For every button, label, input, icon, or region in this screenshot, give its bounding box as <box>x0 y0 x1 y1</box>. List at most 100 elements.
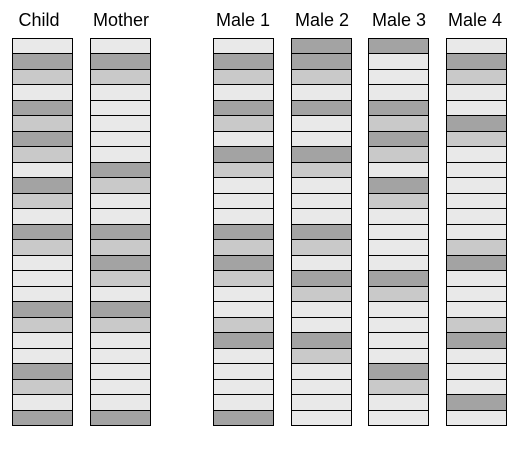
label-mother: Mother <box>92 10 150 30</box>
band <box>13 348 72 365</box>
band <box>292 131 351 148</box>
band <box>214 131 273 148</box>
band <box>91 395 150 411</box>
band <box>13 209 72 225</box>
band <box>214 364 273 380</box>
band <box>13 39 72 55</box>
band <box>447 147 506 163</box>
band <box>292 240 351 256</box>
band <box>13 131 72 148</box>
band <box>292 100 351 117</box>
band <box>214 69 273 86</box>
band <box>91 193 150 210</box>
band <box>13 54 72 70</box>
band <box>214 302 273 318</box>
band <box>447 39 506 55</box>
band <box>447 224 506 241</box>
band <box>369 286 428 303</box>
band <box>447 255 506 272</box>
band <box>91 224 150 241</box>
label-male-4: Male 4 <box>447 10 503 30</box>
band <box>214 395 273 411</box>
band <box>369 410 428 426</box>
band <box>292 271 351 287</box>
band <box>91 255 150 272</box>
band <box>214 348 273 365</box>
band <box>91 131 150 148</box>
label-male-3: Male 3 <box>371 10 427 30</box>
band <box>447 240 506 256</box>
band <box>13 364 72 380</box>
band <box>447 379 506 396</box>
band <box>369 317 428 334</box>
band <box>13 255 72 272</box>
band <box>369 100 428 117</box>
band <box>292 69 351 86</box>
band <box>214 240 273 256</box>
band <box>292 286 351 303</box>
band <box>13 116 72 132</box>
band <box>91 100 150 117</box>
band <box>214 100 273 117</box>
band <box>447 286 506 303</box>
band <box>91 162 150 179</box>
band <box>292 255 351 272</box>
band <box>91 379 150 396</box>
band <box>13 302 72 318</box>
band <box>214 147 273 163</box>
strip-male-3 <box>368 38 429 426</box>
band <box>91 116 150 132</box>
band <box>13 224 72 241</box>
band <box>369 379 428 396</box>
band <box>13 395 72 411</box>
band <box>369 193 428 210</box>
band <box>292 162 351 179</box>
band <box>369 255 428 272</box>
band <box>91 85 150 101</box>
band <box>369 209 428 225</box>
band <box>447 100 506 117</box>
band <box>13 69 72 86</box>
band <box>447 317 506 334</box>
band <box>214 85 273 101</box>
band <box>369 178 428 194</box>
band <box>91 54 150 70</box>
band <box>91 69 150 86</box>
band <box>13 178 72 194</box>
band <box>369 240 428 256</box>
band <box>13 410 72 426</box>
band <box>369 85 428 101</box>
band <box>292 395 351 411</box>
band <box>369 147 428 163</box>
band <box>292 379 351 396</box>
band <box>214 271 273 287</box>
band <box>447 348 506 365</box>
band <box>369 348 428 365</box>
band <box>292 348 351 365</box>
band <box>447 193 506 210</box>
strip-mother <box>90 38 151 426</box>
band <box>214 410 273 426</box>
band <box>292 209 351 225</box>
band <box>369 364 428 380</box>
band <box>292 224 351 241</box>
band <box>447 54 506 70</box>
band <box>447 178 506 194</box>
band <box>447 69 506 86</box>
band <box>91 271 150 287</box>
band <box>369 54 428 70</box>
band <box>369 395 428 411</box>
band <box>292 54 351 70</box>
band <box>369 224 428 241</box>
band <box>214 116 273 132</box>
band <box>214 333 273 349</box>
band <box>447 333 506 349</box>
band <box>447 302 506 318</box>
band <box>13 271 72 287</box>
band <box>91 410 150 426</box>
band <box>214 255 273 272</box>
label-male-2: Male 2 <box>294 10 350 30</box>
band <box>214 286 273 303</box>
band <box>369 302 428 318</box>
band <box>447 209 506 225</box>
